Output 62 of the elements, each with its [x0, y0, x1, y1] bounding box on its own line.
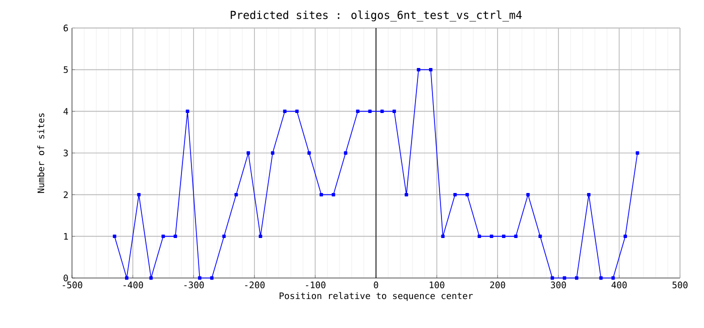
point — [210, 276, 214, 280]
point — [490, 234, 494, 238]
y-axis-title: Number of sites — [37, 113, 44, 193]
point — [222, 234, 226, 238]
point — [125, 276, 128, 280]
point — [636, 151, 640, 155]
point — [307, 151, 311, 155]
point — [429, 68, 432, 72]
y-tick-label: 0 — [64, 274, 68, 282]
chart-title: Predicted sites : oligos_6nt_test_vs_ctrl_m4 — [230, 10, 522, 22]
y-tick-label: 5 — [64, 66, 68, 73]
point — [198, 276, 202, 280]
x-tick-label: 500 — [672, 282, 688, 288]
point — [514, 234, 518, 238]
x-tick-label: -200 — [245, 282, 265, 288]
point — [392, 110, 396, 114]
point — [466, 192, 469, 196]
point — [380, 110, 384, 114]
y-tick-label: 1 — [64, 233, 68, 240]
point — [332, 192, 336, 196]
point — [258, 234, 262, 238]
point — [356, 110, 360, 114]
x-tick-label: -100 — [306, 282, 326, 288]
y-tick-label: 6 — [64, 24, 68, 32]
y-tick-label: 4 — [64, 108, 68, 115]
x-tick-label: 300 — [550, 282, 566, 288]
point — [270, 151, 274, 155]
point — [441, 234, 445, 238]
point — [320, 192, 323, 196]
point — [538, 234, 542, 238]
point — [611, 276, 615, 280]
point — [344, 151, 348, 155]
x-tick-label: -400 — [124, 282, 144, 288]
x-tick-label: 400 — [612, 282, 627, 288]
point — [246, 151, 250, 155]
x-tick-label: -500 — [62, 282, 82, 288]
point — [174, 234, 178, 238]
point — [550, 276, 554, 280]
point — [624, 234, 627, 238]
point — [587, 192, 590, 196]
x-tick-label: -300 — [184, 282, 204, 288]
x-tick-label: 0 — [374, 282, 378, 288]
point — [574, 276, 578, 280]
y-tick-label: 3 — [64, 150, 68, 156]
point — [416, 68, 420, 72]
point — [478, 234, 482, 238]
point — [368, 110, 372, 114]
point — [234, 192, 238, 196]
point — [186, 110, 190, 114]
y-tick-label: 2 — [64, 191, 68, 198]
point — [404, 192, 408, 196]
point — [295, 110, 299, 114]
point — [283, 110, 286, 114]
point — [502, 234, 506, 238]
point — [137, 192, 141, 196]
point — [526, 192, 530, 196]
x-axis-title: Position relative to sequence center — [280, 292, 473, 301]
x-tick-label: 100 — [430, 282, 444, 288]
point — [112, 234, 116, 238]
x-tick-label: 200 — [490, 282, 506, 288]
point — [162, 234, 165, 238]
point — [453, 192, 457, 196]
